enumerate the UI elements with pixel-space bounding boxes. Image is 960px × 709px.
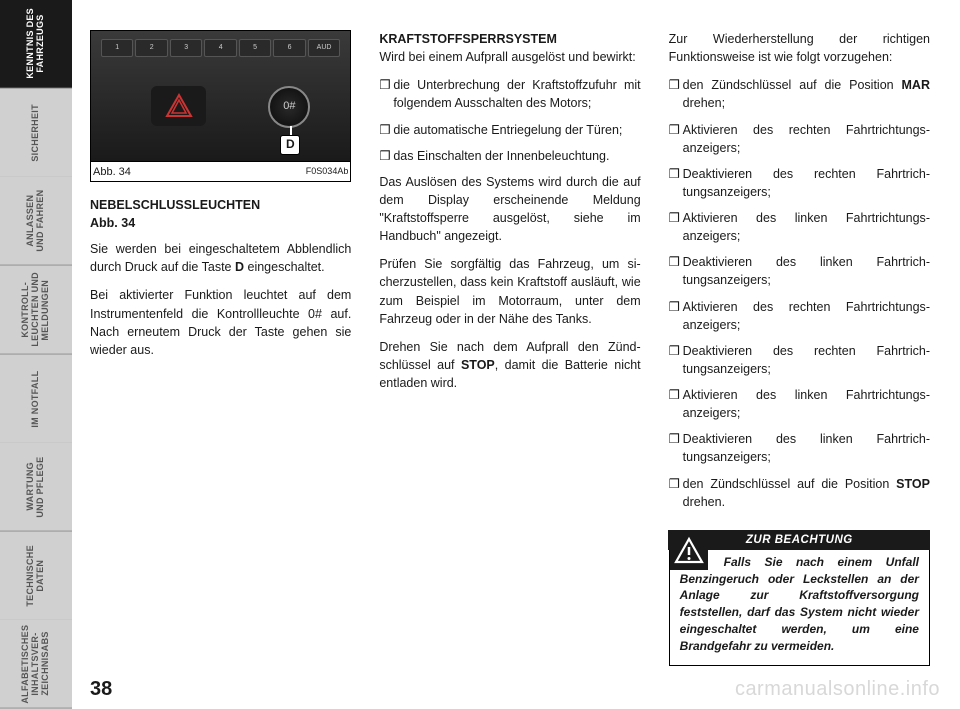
preset-button-4: 4 <box>204 39 236 57</box>
column-3: Zur Wiederherstellung der richtigen Funk… <box>669 30 930 679</box>
warning-body: Falls Sie nach einem Unfall Benzingeruch… <box>680 554 919 655</box>
col2-p3: Prüfen Sie sorgfältig das Fahrzeug, um s… <box>379 255 640 328</box>
heading-kraftstoffsperrsystem: KRAFTSTOFFSPERRSYSTEM <box>379 30 640 48</box>
col2-p2: Das Auslösen des Systems wird durch die … <box>379 173 640 246</box>
col2-bullet-1: ❒die Unterbrechung der Kraftstoffzufuhr … <box>379 76 640 112</box>
preset-button-1: 1 <box>101 39 133 57</box>
column-2: KRAFTSTOFFSPERRSYSTEM Wird bei einem Auf… <box>379 30 640 679</box>
figure-caption: Abb. 34 <box>93 165 131 181</box>
rear-fog-button-illustration: 0# <box>268 86 310 128</box>
subhead-abb34: Abb. 34 <box>90 214 351 232</box>
col3-bullet-3: ❒Deaktivieren des rechten Fahrtrich­tung… <box>669 165 930 201</box>
callout-label-d: D <box>280 135 300 155</box>
col1-p2: Bei aktivierter Funktion leuchtet auf de… <box>90 286 351 359</box>
col3-bullet-8: ❒Aktivieren des linken Fahrtrichtungs­an… <box>669 386 930 422</box>
col2-bullet-2: ❒die automatische Entriegelung der Türen… <box>379 121 640 139</box>
preset-button-6: 6 <box>273 39 305 57</box>
sidebar-tab-7[interactable]: ALFABETISCHES INHALTSVER- ZEICHNISABS <box>0 620 72 709</box>
page-number: 38 <box>90 678 112 701</box>
preset-button-AUD: AUD <box>308 39 340 57</box>
warning-icon <box>670 532 708 570</box>
col2-bullet-3: ❒das Einschalten der Innenbeleuchtung. <box>379 147 640 165</box>
col3-bullet-5: ❒Deaktivieren des linken Fahrtrich­tungs… <box>669 253 930 289</box>
col3-bullet-6: ❒Aktivieren des rechten Fahrtrichtungs­a… <box>669 298 930 334</box>
col3-p1: Zur Wiederherstellung der richtigen Funk… <box>669 30 930 66</box>
col2-p1: Wird bei einem Aufprall ausgelöst und be… <box>379 48 640 66</box>
preset-button-2: 2 <box>135 39 167 57</box>
figure-code: F0S034Ab <box>306 165 349 181</box>
col2-p4: Drehen Sie nach dem Aufprall den Zünd­sc… <box>379 338 640 392</box>
sidebar-tab-2[interactable]: ANLASSEN UND FAHREN <box>0 177 72 266</box>
heading-nebelschlussleuchten: NEBELSCHLUSSLEUCHTEN <box>90 196 351 214</box>
sidebar-tab-5[interactable]: WARTUNG UND PFLEGE <box>0 443 72 532</box>
col3-bullet-2: ❒Aktivieren des rechten Fahrtrichtungs­a… <box>669 121 930 157</box>
sidebar-tab-6[interactable]: TECHNISCHE DATEN <box>0 532 72 621</box>
sidebar-tab-1[interactable]: SICHERHEIT <box>0 89 72 178</box>
col3-bullet-9: ❒Deaktivieren des linken Fahrtrich­tungs… <box>669 430 930 466</box>
sidebar-tab-0[interactable]: KENNTNIS DES FAHRZEUGS <box>0 0 72 89</box>
hazard-button-illustration <box>151 86 206 126</box>
col3-bullet-4: ❒Aktivieren des linken Fahrtrichtungs­an… <box>669 209 930 245</box>
col3-bullet-10: ❒den Zündschlüssel auf die Position STOP… <box>669 475 930 511</box>
warning-box: ZUR BEACHTUNG Falls Sie nach einem Unfal… <box>669 531 930 666</box>
page-content: 123456AUD 0# D Abb. 34 F0S034Ab NEBELSCH… <box>90 30 930 679</box>
figure-34-image: 123456AUD 0# D <box>91 31 350 161</box>
column-1: 123456AUD 0# D Abb. 34 F0S034Ab NEBELSCH… <box>90 30 351 679</box>
col3-bullet-7: ❒Deaktivieren des rechten Fahrtrich­tung… <box>669 342 930 378</box>
figure-34: 123456AUD 0# D Abb. 34 F0S034Ab <box>90 30 351 182</box>
preset-button-3: 3 <box>170 39 202 57</box>
col1-p1: Sie werden bei eingeschaltetem Abblend­l… <box>90 240 351 276</box>
watermark: carmanualsonline.info <box>735 678 940 701</box>
sidebar-tabs: KENNTNIS DES FAHRZEUGSSICHERHEITANLASSEN… <box>0 0 72 709</box>
preset-button-5: 5 <box>239 39 271 57</box>
col3-bullet-1: ❒den Zündschlüssel auf die Position MAR … <box>669 76 930 112</box>
sidebar-tab-3[interactable]: KONTROLL- LEUCHTEN UND MELDUNGEN <box>0 266 72 355</box>
sidebar-tab-4[interactable]: IM NOTFALL <box>0 355 72 444</box>
